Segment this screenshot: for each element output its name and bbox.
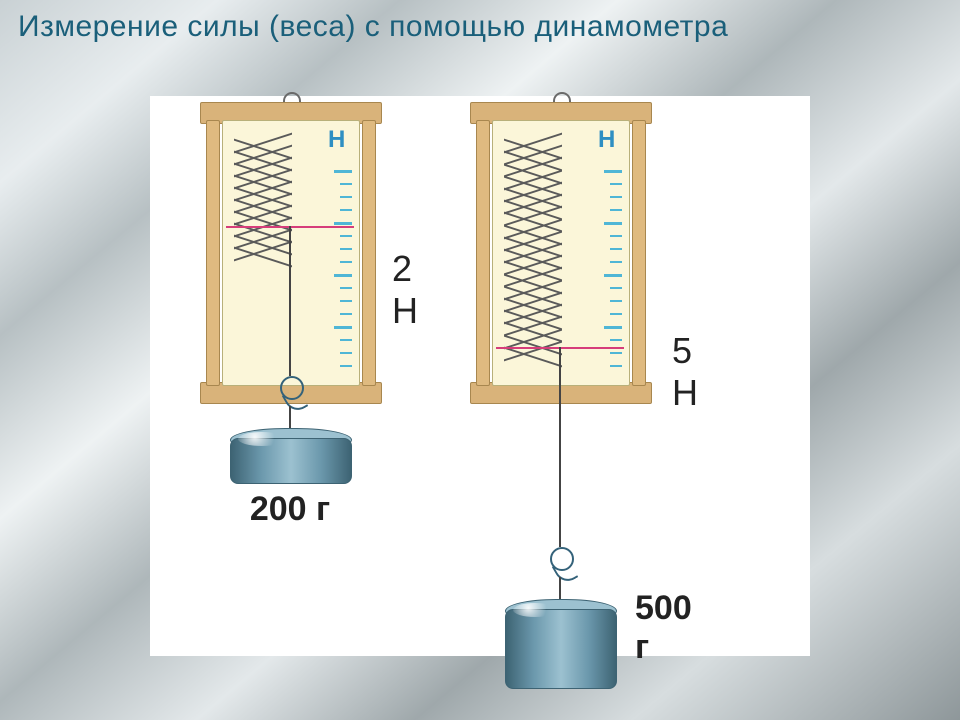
scale-tick-minor (340, 209, 352, 211)
scale-tick-major (334, 274, 352, 277)
side-post (476, 120, 490, 386)
scale-tick-minor (610, 183, 622, 185)
scale-tick-major (604, 274, 622, 277)
scale-tick-minor (610, 339, 622, 341)
weight-highlight (238, 432, 286, 446)
scale-tick-minor (340, 183, 352, 185)
scale-tick-minor (340, 248, 352, 250)
scale-tick-major (334, 222, 352, 225)
scale-tick-minor (340, 313, 352, 315)
scale-tick-minor (610, 365, 622, 367)
scale-tick-major (334, 326, 352, 329)
scale-tick-major (334, 170, 352, 173)
scale-tick-minor (610, 196, 622, 198)
mass-label: 200 г (180, 490, 400, 529)
scale-tick-minor (610, 352, 622, 354)
side-post (206, 120, 220, 386)
mass-label: 500 г (635, 589, 692, 667)
scale-tick-minor (610, 248, 622, 250)
scale-tick-minor (340, 235, 352, 237)
side-post (632, 120, 646, 386)
scale-tick-minor (610, 209, 622, 211)
scale-tick-major (604, 170, 622, 173)
page-title: Измерение силы (веса) с помощью динамоме… (18, 10, 728, 44)
scale-tick-minor (340, 300, 352, 302)
force-reading: 2 Н (392, 248, 418, 332)
scale-tick-minor (340, 365, 352, 367)
scale-tick-minor (340, 196, 352, 198)
scale-tick-minor (340, 287, 352, 289)
scale-tick-minor (610, 313, 622, 315)
weight-body (505, 609, 617, 689)
side-post (362, 120, 376, 386)
scale-tick-minor (610, 300, 622, 302)
force-reading: 5 Н (672, 330, 698, 414)
scale-tick-minor (340, 339, 352, 341)
hanging-rod (289, 226, 291, 376)
scale-tick-major (604, 222, 622, 225)
dynamometer-right: Н5 Н500 г (470, 102, 650, 402)
weight-highlight (513, 603, 557, 617)
scale-tick-minor (610, 261, 622, 263)
stage: Измерение силы (веса) с помощью динамоме… (0, 0, 960, 720)
scale-tick-major (604, 326, 622, 329)
scale-tick-minor (610, 287, 622, 289)
scale-tick-minor (340, 352, 352, 354)
scale-tick-minor (340, 261, 352, 263)
unit-label: Н (598, 126, 615, 154)
scale-tick-minor (610, 235, 622, 237)
unit-label: Н (328, 126, 345, 154)
hanging-rod (559, 347, 561, 547)
dynamometer-left: Н2 Н200 г (200, 102, 380, 402)
